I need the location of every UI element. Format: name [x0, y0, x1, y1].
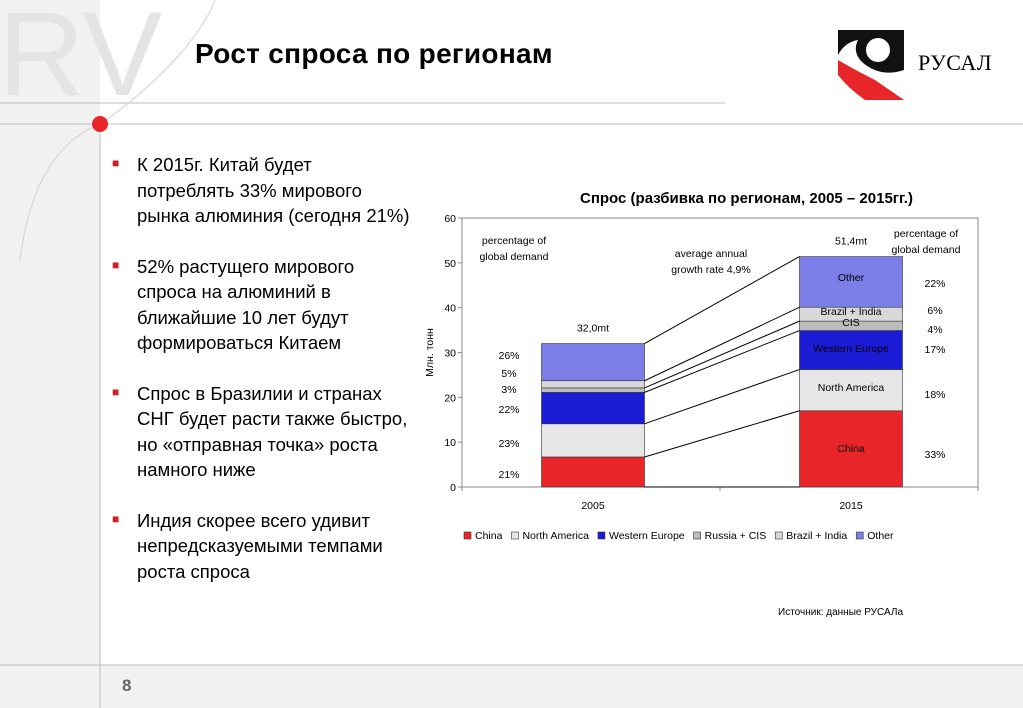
legend-swatch: [597, 531, 606, 540]
bullet-list: ■ К 2015г. Китай будет потреблять 33% мир…: [112, 152, 412, 609]
connector-line: [644, 330, 800, 393]
bullet-item: ■ Спрос в Бразилии и странах СНГ будет ра…: [112, 381, 412, 483]
bullet-text: Индия скорее всего удивит непредсказуемы…: [137, 509, 383, 582]
bullet-item: ■ К 2015г. Китай будет потреблять 33% мир…: [112, 152, 412, 229]
watermark-logo: RV: [0, 0, 163, 121]
bar-total-label: 51,4mt: [835, 236, 867, 248]
bar-segment: [541, 456, 645, 488]
bar-inner-label: China: [837, 443, 865, 455]
bar-segment: [799, 256, 903, 308]
y-tick-label: 10: [444, 437, 456, 449]
annotation-growth: average annual: [675, 248, 747, 260]
bullet-item: ■ Индия скорее всего удивит непредсказуем…: [112, 508, 412, 585]
y-tick-label: 60: [444, 213, 456, 225]
x-tick-label: 2005: [581, 500, 605, 512]
pct-label-2005: 23%: [498, 438, 519, 450]
annotation-growth: growth rate 4,9%: [671, 264, 750, 276]
y-axis-label: Млн. тонн: [424, 328, 436, 377]
chart-title: Спрос (разбивка по регионам, 2005 – 2015…: [580, 190, 913, 207]
left-margin-band: [0, 0, 100, 665]
bullet-text: Спрос в Бразилии и странах СНГ будет рас…: [137, 382, 408, 481]
bar-inner-label: Western Europe: [813, 343, 889, 355]
y-tick-label: 40: [444, 303, 456, 315]
decor-arc-2: [99, 0, 216, 125]
bar-segment: [541, 380, 645, 389]
pct-label-2005: 5%: [501, 368, 516, 380]
connector-line: [644, 410, 800, 458]
legend-swatch: [463, 531, 472, 540]
pct-label-2015: 18%: [924, 389, 945, 401]
legend-swatch: [855, 531, 864, 540]
bar-segment: [541, 423, 645, 458]
annotation-right-header: percentage of: [894, 228, 958, 240]
y-tick-label: 0: [450, 482, 456, 494]
decor-arc: [19, 123, 101, 261]
pct-label-2015: 6%: [927, 305, 942, 317]
legend-label: Russia + CIS: [705, 530, 767, 542]
logo-text: РУСАЛ: [918, 50, 993, 75]
bar-total-label: 32,0mt: [577, 323, 609, 335]
bar-inner-label: CIS: [842, 317, 860, 329]
footer-band: [0, 665, 1023, 708]
legend-swatch: [511, 531, 519, 540]
pct-label-2015: 17%: [924, 344, 945, 356]
source-note: Источник: данные РУСАЛа: [778, 607, 904, 618]
bullet-marker-icon: ■: [112, 257, 120, 272]
pct-label-2015: 22%: [924, 278, 945, 290]
y-tick-label: 50: [444, 258, 456, 270]
bullet-marker-icon: ■: [112, 511, 120, 526]
bar-inner-label: Other: [838, 272, 865, 284]
pct-label-2005: 3%: [501, 384, 516, 396]
y-tick-label: 20: [444, 392, 456, 404]
legend-label: Brazil + India: [786, 530, 847, 542]
bar-segment: [799, 369, 903, 412]
legend-swatch: [693, 531, 701, 540]
bar-segment: [541, 387, 645, 393]
connector-line: [644, 256, 800, 344]
pct-label-2015: 33%: [924, 449, 945, 461]
annotation-left-header: global demand: [480, 251, 549, 263]
page-number: 8: [122, 676, 132, 695]
pct-label-2015: 4%: [927, 324, 942, 336]
legend-label: Other: [867, 530, 894, 542]
connector-line: [644, 369, 800, 425]
bullet-text: К 2015г. Китай будет потреблять 33% миро…: [137, 154, 410, 226]
bar-segment: [799, 330, 903, 370]
connector-line: [644, 320, 800, 389]
bullet-item: ■ 52% растущего мирового спроса на алюмин…: [112, 254, 412, 356]
pct-label-2005: 21%: [498, 469, 519, 481]
legend-label: North America: [522, 530, 589, 542]
rusal-logo-mark: [838, 30, 904, 100]
y-tick-label: 30: [444, 348, 456, 360]
connector-line: [644, 306, 800, 382]
bar-segment: [541, 392, 645, 425]
legend-label: China: [475, 530, 503, 542]
bullet-text: 52% растущего мирового спроса на алюмини…: [137, 255, 355, 354]
red-dot-marker: [92, 116, 108, 132]
bar-inner-label: North America: [818, 382, 885, 394]
slide-title: Рост спроса по регионам: [195, 38, 553, 69]
bullet-marker-icon: ■: [112, 384, 120, 399]
legend-swatch: [774, 531, 783, 540]
legend-label: Western Europe: [609, 530, 685, 542]
annotation-right-header: global demand: [892, 244, 961, 256]
pct-label-2005: 26%: [498, 350, 519, 362]
annotation-left-header: percentage of: [482, 235, 546, 247]
bar-inner-label: Brazil + India: [821, 306, 882, 318]
bar-segment: [541, 343, 645, 382]
x-tick-label: 2015: [839, 500, 863, 512]
bullet-marker-icon: ■: [112, 156, 120, 170]
pct-label-2005: 22%: [498, 404, 519, 416]
